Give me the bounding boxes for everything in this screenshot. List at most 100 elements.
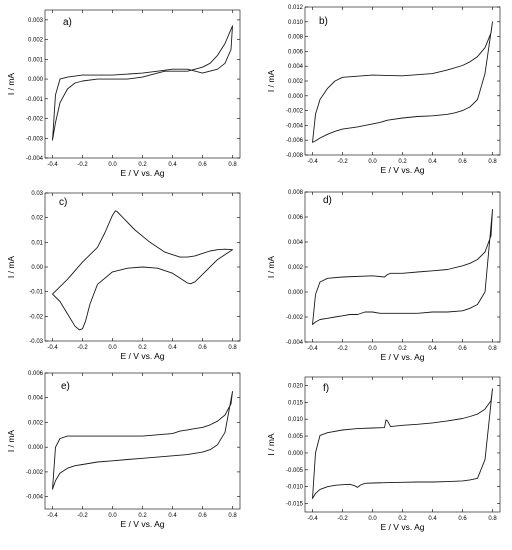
x-tick-label: 0.8 — [228, 345, 237, 351]
x-tick-label: -0.2 — [77, 345, 88, 351]
panel-e: -0.4 -0.2 0.0 0.2 0.4 0.6 0.8 -0.004 -0.002 0.000… — [6, 371, 241, 529]
x-tick-label: 0.8 — [488, 159, 497, 165]
x-tick-label: 0.6 — [198, 513, 207, 519]
voltammogram-curve — [52, 391, 233, 490]
x-tick-label: -0.4 — [307, 159, 318, 165]
x-tick-label: 0.0 — [108, 513, 117, 519]
x-tick-label: -0.2 — [77, 513, 88, 519]
panel-c: -0.4 -0.2 0.0 0.2 0.4 0.6 0.8 -0.03 -0.02 -0.01 0.… — [6, 191, 241, 361]
x-tick-label: -0.2 — [337, 346, 348, 352]
x-tick-label: 0.6 — [458, 346, 467, 352]
panel-label: f) — [323, 383, 329, 394]
plot-frame — [304, 6, 501, 156]
y-tick-label: -0.02 — [29, 314, 43, 320]
x-tick-label: 0.8 — [228, 162, 237, 168]
voltammogram-curve — [312, 21, 493, 143]
y-tick-label: 0.010 — [288, 20, 304, 26]
x-tick-label: 0.6 — [458, 516, 467, 522]
x-tick-label: 0.6 — [458, 159, 467, 165]
y-tick-label: -0.008 — [286, 153, 304, 159]
x-tick-label: 0.0 — [368, 346, 377, 352]
x-tick-label: 0.0 — [368, 516, 377, 522]
y-tick-label: -0.03 — [29, 339, 43, 345]
y-tick-label: 0.01 — [31, 240, 43, 246]
y-tick-label: -0.015 — [286, 502, 304, 508]
voltammogram-curve — [52, 25, 233, 141]
x-tick-label: 0.4 — [428, 346, 437, 352]
y-tick-label: 0.008 — [288, 35, 304, 41]
x-tick-label: 0.2 — [138, 345, 147, 351]
panel-label: d) — [323, 195, 332, 206]
x-tick-label: 0.0 — [108, 345, 117, 351]
y-tick-label: 0.002 — [288, 265, 304, 271]
panel-label: e) — [61, 381, 70, 392]
y-axis-title: I / mA — [266, 70, 276, 93]
y-tick-label: 0.000 — [288, 451, 304, 457]
y-tick-label: -0.001 — [26, 97, 44, 103]
y-tick-label: 0.006 — [28, 371, 44, 377]
plot-frame — [304, 376, 501, 513]
x-axis-title: E / V vs. Ag — [121, 519, 165, 529]
y-axis-title: I / mA — [6, 73, 16, 96]
x-axis-title: E / V vs. Ag — [121, 351, 165, 361]
panel-label: c) — [59, 197, 67, 208]
panel-b: -0.4 -0.2 0.0 0.2 0.4 0.6 0.8 -0.008 -0.006 -0.00… — [266, 5, 501, 175]
y-tick-label: -0.010 — [286, 485, 304, 491]
y-tick-label: 0.004 — [288, 240, 304, 246]
y-tick-label: 0.006 — [288, 215, 304, 221]
y-tick-label: -0.004 — [286, 123, 304, 129]
y-tick-label: -0.006 — [286, 138, 304, 144]
y-tick-label: -0.004 — [26, 156, 44, 162]
y-tick-label: 0.000 — [28, 77, 44, 83]
plot-frame — [304, 191, 501, 343]
x-tick-label: -0.4 — [47, 345, 58, 351]
x-axis-title: E / V vs. Ag — [381, 352, 425, 362]
y-tick-label: 0.012 — [288, 5, 304, 11]
x-tick-label: 0.2 — [138, 162, 147, 168]
y-tick-label: -0.004 — [26, 495, 44, 501]
y-tick-label: 0.002 — [28, 38, 44, 44]
x-tick-label: 0.4 — [168, 513, 177, 519]
y-tick-label: 0.00 — [31, 265, 43, 271]
y-tick-label: 0.003 — [28, 18, 44, 24]
panel-d: -0.4 -0.2 0.0 0.2 0.4 0.6 0.8 -0.004 -0.002 0.000… — [266, 190, 501, 362]
y-tick-label: 0.002 — [288, 79, 304, 85]
y-tick-label: 0.010 — [288, 417, 304, 423]
y-tick-label: 0.002 — [28, 420, 44, 426]
y-tick-label: -0.002 — [26, 470, 44, 476]
y-tick-label: 0.004 — [288, 64, 304, 70]
y-tick-label: -0.003 — [26, 136, 44, 142]
x-tick-label: -0.4 — [47, 162, 58, 168]
panel-label: b) — [319, 16, 328, 27]
x-axis-title: E / V vs. Ag — [381, 165, 425, 175]
x-tick-label: 0.4 — [428, 159, 437, 165]
y-tick-label: 0.005 — [288, 434, 304, 440]
x-tick-label: 0.2 — [398, 159, 407, 165]
x-axis-title: E / V vs. Ag — [121, 168, 165, 178]
y-tick-label: 0.000 — [288, 94, 304, 100]
x-tick-label: -0.4 — [307, 346, 318, 352]
y-tick-label: 0.000 — [288, 290, 304, 296]
x-tick-label: -0.2 — [337, 159, 348, 165]
y-tick-label: -0.002 — [286, 109, 304, 115]
x-tick-label: 0.4 — [428, 516, 437, 522]
plot-frame — [44, 372, 241, 510]
y-axis-title: I / mA — [266, 433, 276, 456]
y-axis-title: I / mA — [6, 256, 16, 279]
y-tick-label: 0.000 — [28, 445, 44, 451]
y-tick-label: 0.008 — [288, 190, 304, 196]
x-tick-label: 0.8 — [228, 513, 237, 519]
x-tick-label: 0.2 — [398, 346, 407, 352]
y-tick-label: 0.001 — [28, 57, 44, 63]
y-axis-title: I / mA — [266, 256, 276, 279]
y-tick-label: -0.002 — [286, 315, 304, 321]
panel-a: -0.4 -0.2 0.0 0.2 0.4 0.6 0.8 -0.004 -0.003 -0.00… — [6, 9, 241, 178]
y-tick-label: -0.004 — [286, 340, 304, 346]
voltammogram-curve — [52, 210, 233, 331]
y-tick-label: 0.015 — [288, 400, 304, 406]
y-axis-title: I / mA — [6, 430, 16, 453]
panel-label: a) — [63, 17, 72, 28]
x-tick-label: 0.8 — [488, 516, 497, 522]
x-tick-label: 0.8 — [488, 346, 497, 352]
